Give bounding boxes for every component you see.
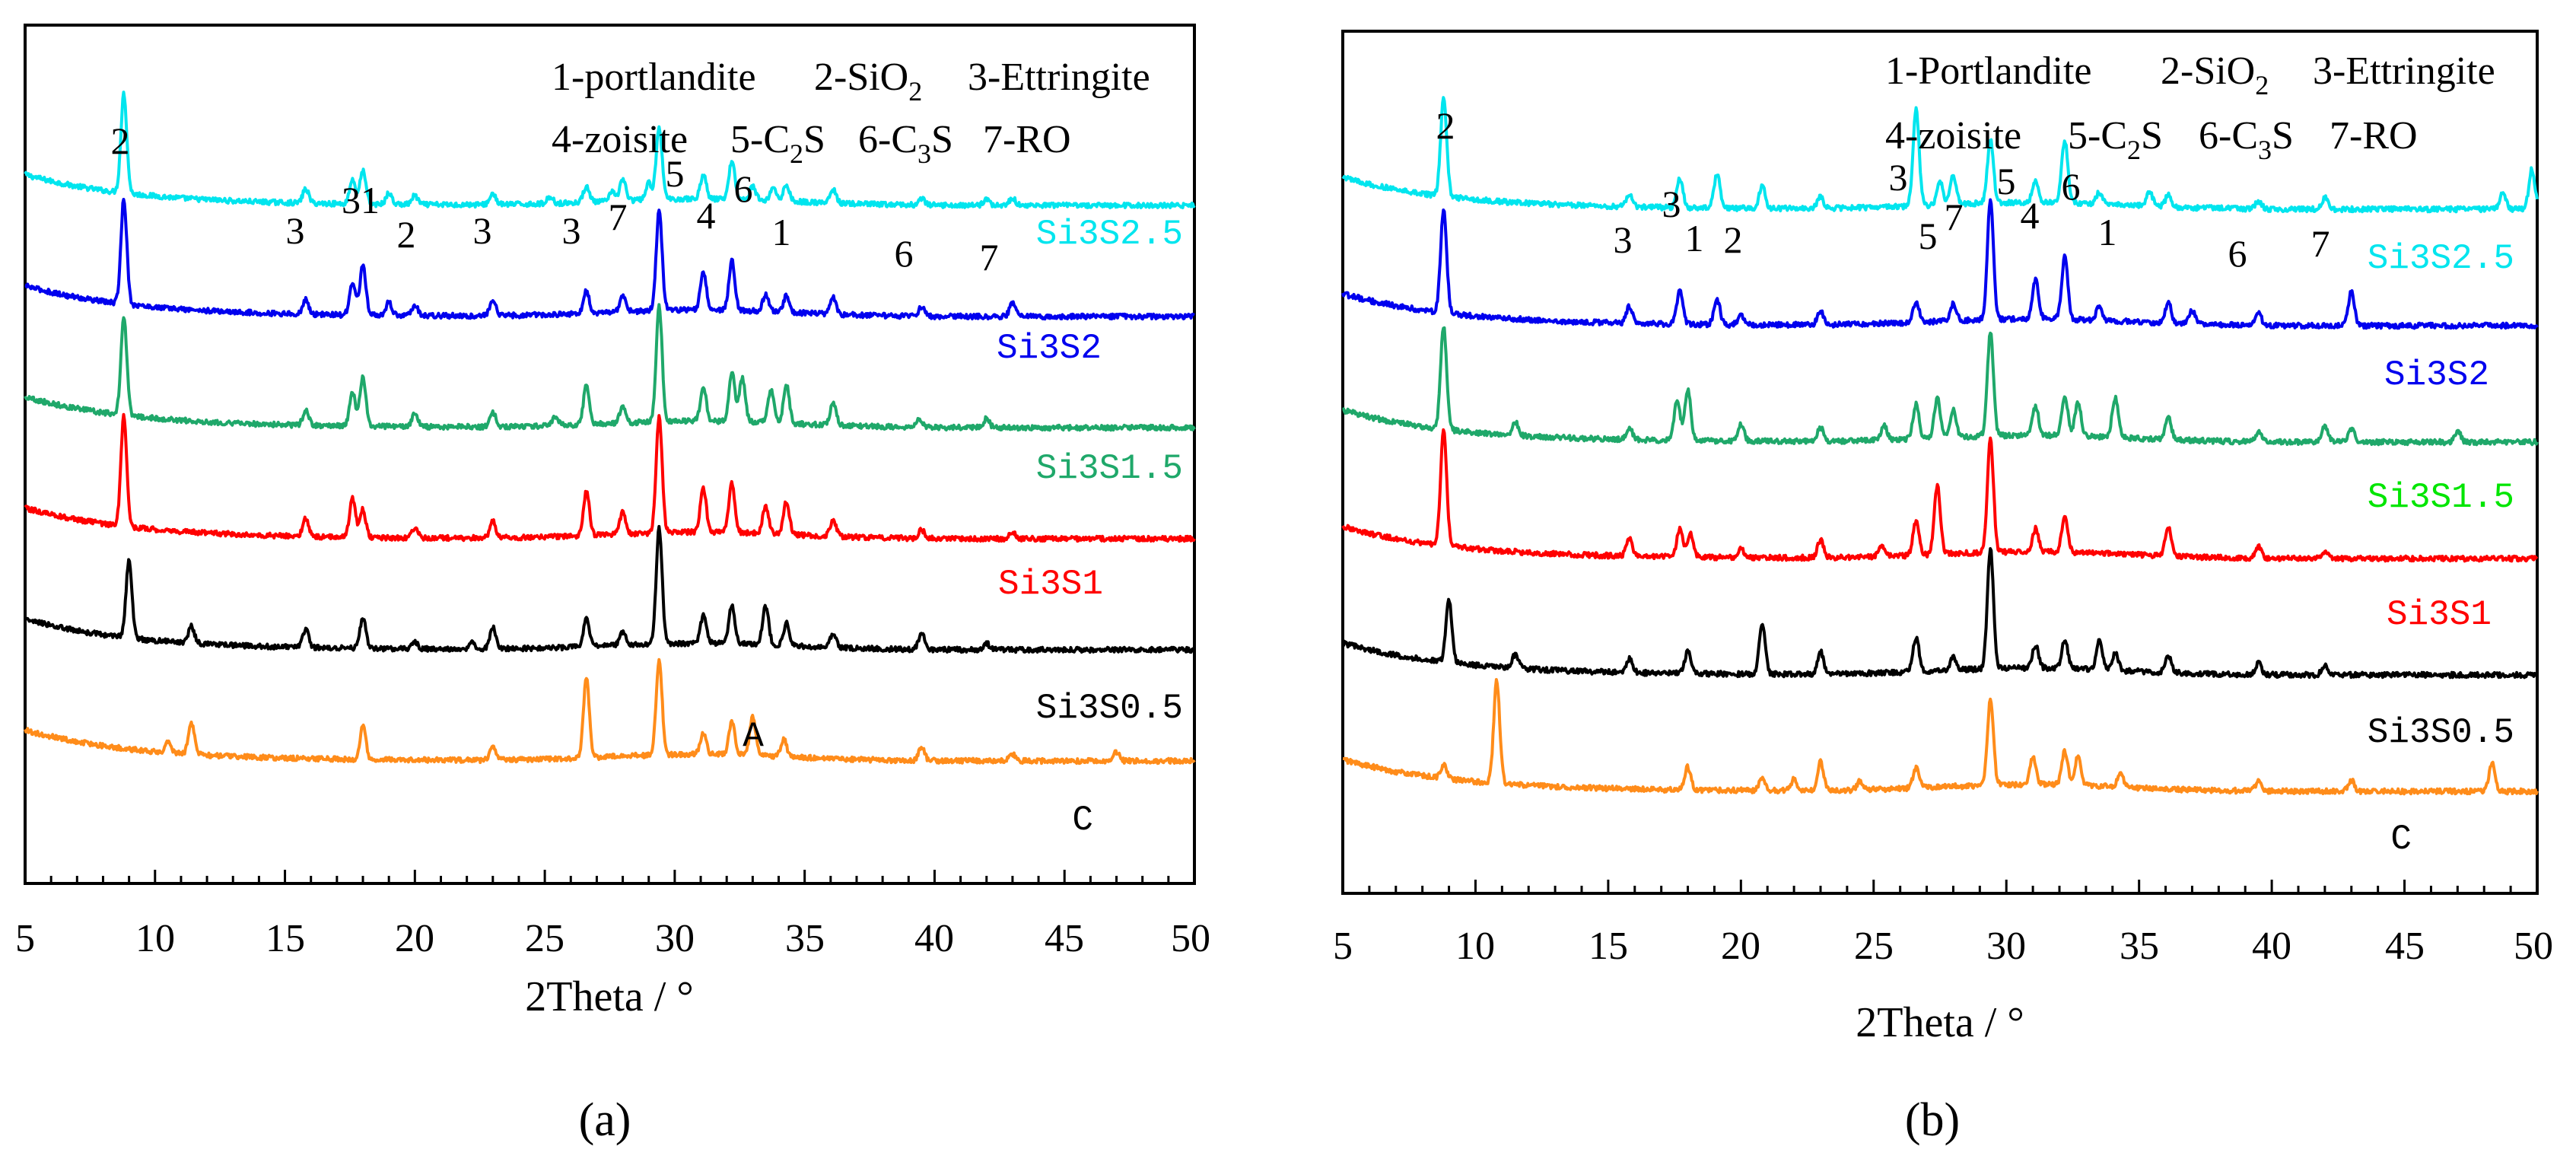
annotation: 7 bbox=[609, 196, 628, 238]
series-label-c: C bbox=[1072, 801, 1093, 840]
x-tick-label: 30 bbox=[655, 917, 695, 960]
annotation: 1 bbox=[2098, 211, 2117, 253]
series-line-si3s1.5 bbox=[1342, 326, 2539, 447]
panel-b-x-tick-labels: 5 10 15 20 25 30 35 40 45 50 bbox=[1333, 925, 2553, 968]
annotation: 3 bbox=[1662, 183, 1681, 225]
annotation: 2 bbox=[397, 213, 416, 256]
annotation: 4 bbox=[2021, 194, 2040, 237]
panel-b-label: (b) bbox=[1905, 1094, 1960, 1146]
panel-a-legend-line2: 4-zoisite 5-C2S 6-C3S 7-RO bbox=[552, 118, 1071, 169]
panel-a-legend-line1: 1-portlandite 2-SiO2 3-Ettringite bbox=[552, 56, 1150, 110]
annotation: 2 bbox=[1724, 218, 1743, 261]
annotation: 2 bbox=[1436, 104, 1455, 147]
x-tick-label: 25 bbox=[1854, 925, 1894, 968]
x-tick-label: 10 bbox=[135, 917, 175, 960]
series-label-c: C bbox=[2390, 820, 2412, 859]
series-label-si3s1.5: Si3S1.5 bbox=[2368, 478, 2514, 517]
panel-a-series-labels: Si3S2.5 Si3S2 Si3S1.5 Si3S1 Si3S0.5 C bbox=[997, 215, 1183, 840]
annotation: 5 bbox=[1997, 160, 2016, 202]
series-label-si3s0.5: Si3S0.5 bbox=[1036, 689, 1183, 728]
series-line-si3s0.5 bbox=[24, 524, 1195, 654]
series-label-si3s0.5: Si3S0.5 bbox=[2368, 713, 2514, 753]
annotation: 7 bbox=[1945, 196, 1964, 238]
annotation: 6 bbox=[895, 232, 914, 275]
series-line-si3s0.5 bbox=[1341, 547, 2539, 680]
annotation: 3 bbox=[1614, 218, 1633, 261]
annotation: 1 bbox=[772, 211, 791, 253]
panel-b-x-ticks bbox=[1341, 880, 2539, 893]
annotation: A bbox=[743, 717, 764, 756]
annotation: 4 bbox=[697, 194, 716, 237]
annotation: 3 bbox=[473, 209, 492, 252]
x-tick-label: 20 bbox=[1721, 925, 1760, 968]
annotation: 7 bbox=[2311, 222, 2330, 265]
annotation: 6 bbox=[2062, 165, 2081, 208]
annotation: 5 bbox=[1919, 215, 1938, 257]
series-line-si3s2.5 bbox=[1341, 96, 2539, 214]
x-tick-label: 45 bbox=[2385, 925, 2425, 968]
annotation: 2 bbox=[111, 119, 130, 162]
x-tick-label: 45 bbox=[1045, 917, 1084, 960]
panel-a-x-tick-labels: 5 10 15 20 25 30 35 40 45 50 bbox=[15, 917, 1210, 960]
annotation: 1 bbox=[1685, 217, 1704, 259]
series-label-si3s2.5: Si3S2.5 bbox=[1036, 215, 1183, 254]
series-label-si3s1.5: Si3S1.5 bbox=[1036, 449, 1183, 489]
annotation: 7 bbox=[980, 236, 999, 279]
panel-b: 1-Portlandite 2-SiO2 3-Ettringite 4-zois… bbox=[1333, 30, 2553, 1146]
panel-a-frame bbox=[24, 24, 1196, 885]
x-tick-label: 25 bbox=[525, 917, 564, 960]
series-line-si3s2 bbox=[1341, 198, 2539, 330]
panel-b-legend-line1: 1-Portlandite 2-SiO2 3-Ettringite bbox=[1885, 49, 2495, 103]
series-line-c bbox=[1342, 678, 2539, 796]
panel-a-series bbox=[24, 91, 1196, 766]
series-line-si3s2.5 bbox=[24, 91, 1196, 210]
x-tick-label: 5 bbox=[15, 917, 35, 960]
panel-b-frame bbox=[1341, 30, 2539, 895]
panel-a: 1-portlandite 2-SiO2 3-Ettringite 4-zois… bbox=[15, 24, 1210, 1146]
series-label-si3s2.5: Si3S2.5 bbox=[2368, 239, 2514, 279]
panel-b-series-labels: Si3S2.5 Si3S2 Si3S1.5 Si3S1 Si3S0.5 C bbox=[2368, 239, 2514, 859]
series-line-si3s1 bbox=[1341, 428, 2539, 563]
panel-b-peak-annotations: 2 3 3 1 2 3 5 7 5 4 6 1 6 7 bbox=[1436, 104, 2330, 275]
annotation: 3 bbox=[562, 209, 581, 252]
series-label-si3s2: Si3S2 bbox=[2384, 355, 2489, 395]
x-tick-label: 35 bbox=[2120, 925, 2159, 968]
panel-a-x-axis-title: 2Theta / ° bbox=[525, 973, 693, 1020]
x-tick-label: 50 bbox=[1171, 917, 1210, 960]
x-tick-label: 15 bbox=[1589, 925, 1628, 968]
series-line-si3s1 bbox=[24, 412, 1196, 543]
panel-a-x-ticks bbox=[24, 870, 1196, 883]
series-line-si3s2 bbox=[24, 198, 1195, 321]
panel-b-legend-line2: 4-zoisite 5-C2S 6-C3S 7-RO bbox=[1885, 114, 2418, 165]
series-line-si3s1.5 bbox=[24, 303, 1196, 432]
panel-b-series bbox=[1341, 96, 2539, 796]
x-tick-label: 20 bbox=[395, 917, 434, 960]
x-tick-label: 35 bbox=[785, 917, 825, 960]
annotation: 6 bbox=[734, 167, 753, 210]
x-tick-label: 50 bbox=[2514, 925, 2553, 968]
series-line-c bbox=[24, 657, 1196, 766]
series-label-si3s1: Si3S1 bbox=[2387, 595, 2492, 635]
x-tick-label: 30 bbox=[1986, 925, 2026, 968]
panel-b-x-axis-title: 2Theta / ° bbox=[1856, 999, 2024, 1046]
x-tick-label: 10 bbox=[1455, 925, 1495, 968]
panel-a-peak-annotations: 2 3 31 2 3 3 7 5 4 6 1 6 7 A bbox=[111, 119, 999, 756]
x-tick-label: 5 bbox=[1333, 925, 1353, 968]
panel-b-axis-title-mask bbox=[1811, 1042, 2069, 1073]
annotation: 6 bbox=[2228, 232, 2247, 275]
x-tick-label: 40 bbox=[2252, 925, 2291, 968]
series-label-si3s2: Si3S2 bbox=[997, 329, 1102, 368]
x-tick-label: 15 bbox=[266, 917, 305, 960]
annotation: 3 bbox=[286, 209, 305, 252]
annotation: 31 bbox=[342, 179, 380, 221]
x-tick-label: 40 bbox=[914, 917, 954, 960]
series-label-si3s1: Si3S1 bbox=[998, 565, 1103, 604]
panel-a-label: (a) bbox=[579, 1094, 631, 1146]
annotation: 5 bbox=[666, 152, 685, 195]
annotation: 3 bbox=[1889, 156, 1908, 199]
